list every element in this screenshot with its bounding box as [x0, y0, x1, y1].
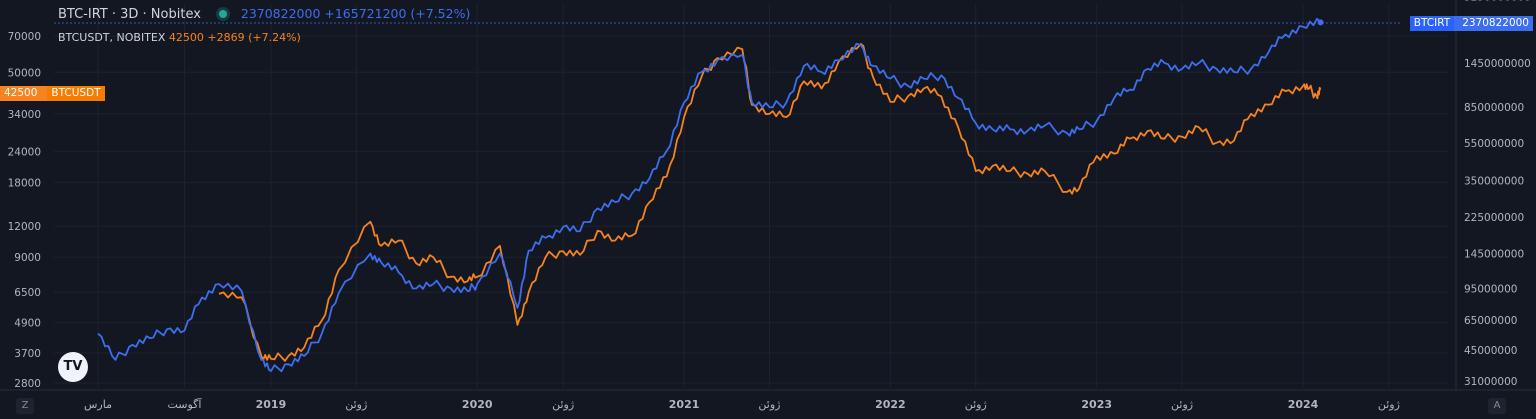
left-axis-tick-label: 18000	[8, 177, 41, 189]
secondary-value: 42500 +2869 (+7.24%)	[168, 31, 301, 44]
time-axis: مارس آگوست 2019 ژوئن 2020 ژوئن 2021 ژوئن 2022 ژوئ…	[84, 397, 1400, 411]
series-line-btcirt	[97, 17, 1322, 373]
right-price-tag: BTCIRT 2370822000	[1409, 16, 1533, 31]
left-axis-tick-label: 6500	[14, 287, 41, 299]
right-axis-tick-label: 65000000	[1464, 315, 1517, 327]
right-axis-tick-label: 45000000	[1464, 345, 1517, 357]
time-axis-tick-label: ژوئن	[552, 398, 574, 411]
left-price-tag: 42500 BTCUSDT	[0, 86, 105, 101]
time-axis-tick-label: 2023	[1081, 398, 1112, 411]
time-axis-tick-label: ژوئن	[758, 398, 780, 411]
time-axis-tick-label: ژوئن	[345, 398, 367, 411]
time-axis-tick-label: ژوئن	[1378, 398, 1400, 411]
chart-legend-primary: BTC-IRT · 3D · Nobitex 2370822000 +16572…	[58, 6, 470, 22]
left-axis-tick-label: 50000	[8, 67, 41, 79]
series-lines	[97, 17, 1324, 373]
left-tag-name: BTCUSDT	[47, 86, 105, 101]
time-axis-tick-label: آگوست	[167, 397, 202, 411]
right-axis-tick-label: 95000000	[1464, 283, 1517, 295]
left-axis: 1060007000050000340002400018000120009000…	[8, 31, 41, 390]
time-axis-tick-label: 2022	[875, 398, 906, 411]
right-axis-tick-label: 350000000	[1464, 176, 1524, 188]
series-line-btcusdt	[218, 43, 1322, 362]
time-axis-tick-label: 2021	[669, 398, 700, 411]
primary-value: 2370822000 +165721200 (+7.52%)	[240, 6, 471, 21]
left-axis-tick-label: 4900	[14, 318, 41, 330]
left-tag-price: 42500	[0, 86, 42, 101]
symbol-title[interactable]: BTC-IRT · 3D · Nobitex	[58, 7, 201, 22]
right-axis: 3250000000225000000014500000008500000005…	[1464, 0, 1531, 388]
market-status-icon	[218, 10, 227, 18]
right-axis-tick-label: 3250000000	[1464, 0, 1531, 3]
left-axis-tick-label: 24000	[8, 146, 41, 158]
left-axis-tick-label: 12000	[8, 221, 41, 233]
auto-scale-a-button[interactable]: A	[1488, 398, 1506, 414]
time-axis-tick-label: مارس	[84, 398, 112, 411]
right-axis-tick-label: 145000000	[1464, 248, 1524, 260]
right-axis-tick-label: 550000000	[1464, 138, 1524, 150]
secondary-symbol[interactable]: BTCUSDT, NOBITEX	[58, 31, 166, 44]
right-axis-tick-label: 225000000	[1464, 212, 1524, 224]
grid-lines	[0, 0, 1536, 391]
left-axis-tick-label: 3700	[14, 348, 41, 360]
time-axis-tick-label: ژوئن	[965, 398, 987, 411]
auto-scale-z-button[interactable]: Z	[16, 398, 34, 414]
left-axis-tick-label: 2800	[14, 378, 41, 390]
tradingview-logo-icon[interactable]: TV	[58, 352, 88, 382]
left-axis-tick-label: 70000	[8, 31, 41, 43]
right-tag-name: BTCIRT	[1409, 16, 1455, 31]
left-axis-tick-label: 34000	[8, 109, 41, 121]
chart-legend-secondary: BTCUSDT, NOBITEX 42500 +2869 (+7.24%)	[58, 31, 301, 44]
right-axis-tick-label: 1450000000	[1464, 58, 1531, 70]
last-point-marker	[1317, 19, 1324, 26]
time-axis-tick-label: 2024	[1288, 398, 1319, 411]
right-axis-tick-label: 31000000	[1464, 376, 1517, 388]
right-axis-tick-label: 850000000	[1464, 102, 1524, 114]
left-axis-tick-label: 9000	[14, 252, 41, 264]
right-tag-price: 2370822000	[1462, 17, 1529, 29]
time-axis-tick-label: 2020	[462, 398, 493, 411]
time-axis-tick-label: ژوئن	[1171, 398, 1193, 411]
time-axis-tick-label: 2019	[256, 398, 287, 411]
